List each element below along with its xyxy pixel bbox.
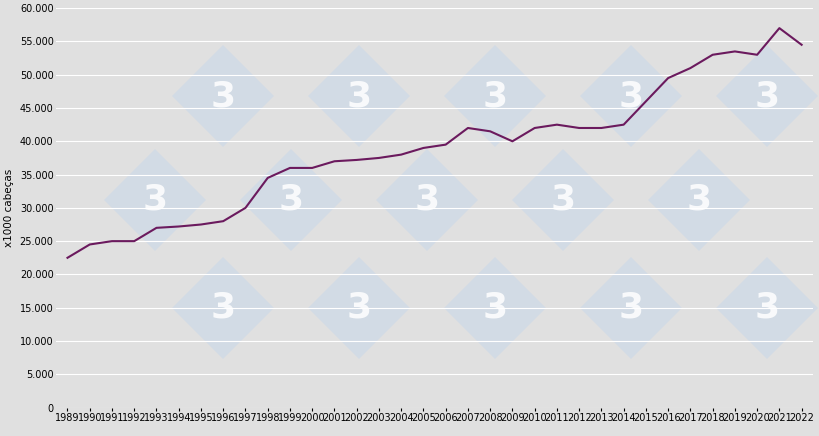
Text: 3: 3: [210, 79, 235, 113]
Text: 3: 3: [278, 183, 303, 217]
Text: 3: 3: [142, 183, 167, 217]
Text: 3: 3: [550, 183, 575, 217]
Text: 3: 3: [686, 183, 711, 217]
Text: 3: 3: [346, 79, 371, 113]
Text: 3: 3: [482, 291, 507, 325]
Text: 3: 3: [346, 291, 371, 325]
Text: 3: 3: [482, 79, 507, 113]
Text: 3: 3: [618, 291, 643, 325]
Text: 3: 3: [414, 183, 439, 217]
Y-axis label: x1000 cabeças: x1000 cabeças: [4, 169, 14, 247]
Text: 3: 3: [210, 291, 235, 325]
Text: 3: 3: [753, 291, 779, 325]
Text: 3: 3: [618, 79, 643, 113]
Text: 3: 3: [753, 79, 779, 113]
